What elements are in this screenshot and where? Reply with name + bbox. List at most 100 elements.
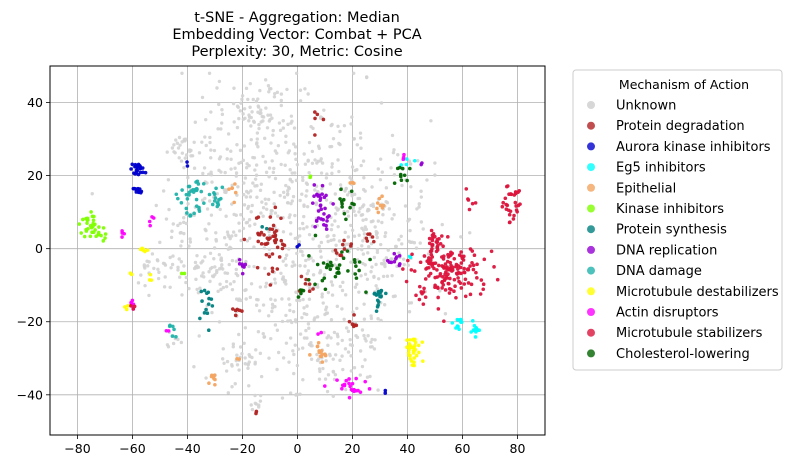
x-tick-label: −40 (174, 441, 200, 456)
data-point (206, 302, 211, 306)
data-point (237, 257, 242, 262)
data-point (292, 142, 296, 146)
data-point (235, 142, 239, 147)
data-point (361, 239, 365, 243)
data-point (340, 307, 344, 311)
data-point (456, 324, 460, 329)
data-point (331, 394, 335, 398)
data-point (256, 239, 261, 244)
data-point (298, 264, 302, 268)
data-point (253, 222, 257, 226)
data-point (511, 217, 516, 221)
data-point (319, 207, 324, 212)
data-point (352, 202, 356, 207)
data-point (286, 201, 290, 205)
data-point (196, 291, 201, 295)
data-point (301, 253, 305, 257)
data-point (165, 150, 169, 154)
data-point (212, 192, 217, 197)
data-point (91, 224, 95, 229)
data-point (349, 158, 354, 162)
series-epithelial (207, 180, 386, 387)
data-point (221, 267, 225, 271)
data-point (171, 254, 175, 258)
data-point (244, 297, 248, 301)
data-point (308, 175, 312, 180)
data-point (217, 252, 222, 257)
data-point (436, 295, 440, 300)
data-point (352, 313, 356, 317)
data-point (281, 190, 286, 195)
data-point (466, 198, 471, 202)
data-point (361, 252, 366, 256)
data-point (199, 261, 203, 265)
data-point (407, 254, 412, 259)
data-point (504, 202, 509, 207)
data-point (344, 217, 348, 222)
data-point (249, 282, 254, 286)
data-point (208, 267, 213, 271)
data-point (343, 347, 348, 351)
data-point (297, 240, 302, 244)
data-point (260, 114, 264, 119)
data-point (269, 297, 273, 301)
data-point (308, 353, 312, 357)
data-point (353, 272, 358, 276)
data-point (156, 267, 160, 272)
data-point (338, 129, 342, 134)
data-point (247, 360, 251, 364)
data-point (180, 71, 184, 76)
data-point (466, 267, 471, 272)
data-point (445, 259, 450, 264)
data-point (404, 157, 409, 161)
data-point (167, 207, 171, 212)
data-point (249, 210, 253, 214)
data-point (301, 178, 305, 183)
data-point (246, 191, 251, 195)
data-point (288, 336, 293, 340)
data-point (365, 277, 370, 281)
data-point (333, 192, 338, 196)
data-point (226, 132, 231, 136)
data-point (421, 359, 425, 363)
data-point (120, 229, 124, 233)
legend-marker (587, 287, 595, 296)
data-point (271, 170, 276, 175)
data-point (290, 199, 294, 203)
data-point (202, 166, 207, 170)
data-point (352, 366, 357, 370)
data-point (139, 273, 143, 277)
data-point (332, 330, 337, 335)
data-point (329, 280, 334, 284)
data-point (399, 178, 404, 183)
data-point (417, 202, 421, 206)
data-point (304, 181, 309, 185)
data-point (346, 235, 351, 239)
legend: Mechanism of Action Unknown Protein degra… (572, 69, 783, 371)
data-point (427, 236, 432, 241)
data-point (293, 343, 297, 347)
data-point (307, 170, 311, 175)
x-tick-label: 40 (400, 441, 416, 456)
data-point (427, 265, 431, 270)
data-point (442, 319, 446, 323)
data-point (209, 213, 214, 217)
data-point (103, 232, 108, 236)
data-point (419, 220, 424, 224)
data-point (375, 305, 380, 309)
data-point (314, 219, 319, 223)
legend-item: Microtubule destabilizers (587, 285, 779, 300)
data-point (288, 177, 292, 181)
data-point (305, 271, 309, 276)
data-point (270, 309, 274, 314)
data-point (340, 386, 344, 391)
data-point (365, 375, 370, 379)
data-point (279, 103, 284, 108)
data-point (259, 211, 263, 215)
data-point (214, 186, 218, 191)
data-point (315, 112, 320, 117)
data-point (186, 175, 190, 180)
data-point (341, 197, 346, 202)
data-point (306, 158, 310, 163)
data-point (268, 117, 272, 122)
